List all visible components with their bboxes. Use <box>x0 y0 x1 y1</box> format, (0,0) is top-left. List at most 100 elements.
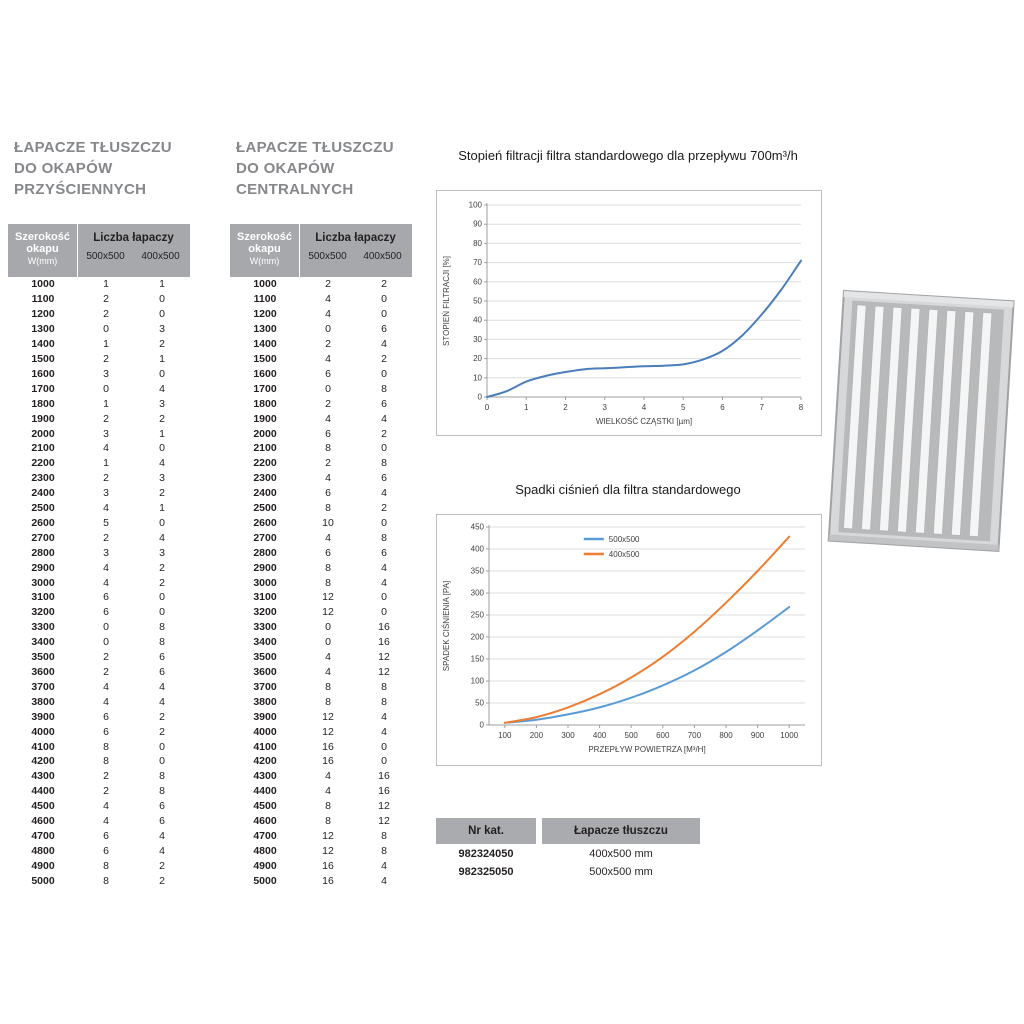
count-500x500: 4 <box>325 472 331 485</box>
svg-text:WIELKOŚĆ CZĄSTKI [µm]: WIELKOŚĆ CZĄSTKI [µm] <box>596 417 692 426</box>
count-500x500: 4 <box>103 502 109 515</box>
count-400x500: 0 <box>381 591 387 604</box>
svg-text:700: 700 <box>688 731 702 740</box>
table-row: 1300 0 6 <box>230 322 412 337</box>
pressure-chart-title: Spadki ciśnień dla filtra standardowego <box>515 482 741 497</box>
table-header: Szerokość okapu W(mm) Liczba łapaczy 500… <box>230 224 412 277</box>
count-400x500: 12 <box>378 651 390 664</box>
count-400x500: 4 <box>381 725 387 738</box>
table-row: 2200 1 4 <box>8 456 190 471</box>
count-400x500: 2 <box>381 427 387 440</box>
width-value: 3700 <box>253 680 277 693</box>
count-400x500: 2 <box>159 710 165 723</box>
svg-text:350: 350 <box>471 567 485 576</box>
count-500x500: 1 <box>103 397 109 410</box>
width-value: 3000 <box>31 576 55 589</box>
table-row: 2700 2 4 <box>8 530 190 545</box>
count-500x500: 8 <box>103 740 109 753</box>
count-500x500: 4 <box>103 815 109 828</box>
table-body: 1000 1 1 1100 2 0 1200 2 0 1300 0 3 1400 1 2 1500 2 1 1600… <box>8 277 190 888</box>
count-400x500: 16 <box>378 770 390 783</box>
width-value: 1900 <box>253 412 277 425</box>
width-value: 4300 <box>31 770 55 783</box>
table-row: 3000 8 4 <box>230 575 412 590</box>
width-value: 4800 <box>253 844 277 857</box>
count-500x500: 0 <box>103 636 109 649</box>
svg-text:1: 1 <box>524 403 529 412</box>
count-500x500: 2 <box>103 352 109 365</box>
grease-filter-photo <box>827 289 1015 552</box>
table-row: 1700 0 8 <box>230 381 412 396</box>
table-row: 2400 6 4 <box>230 486 412 501</box>
count-500x500: 2 <box>325 397 331 410</box>
table-row: 1100 2 0 <box>8 292 190 307</box>
filtration-chart-title: Stopień filtracji filtra standardowego d… <box>458 148 798 163</box>
count-400x500: 2 <box>159 576 165 589</box>
svg-text:20: 20 <box>473 354 482 363</box>
width-value: 2900 <box>31 561 55 574</box>
svg-text:0: 0 <box>480 721 485 730</box>
table-row: 3600 4 12 <box>230 665 412 680</box>
width-value: 1700 <box>31 382 55 395</box>
width-value: 1800 <box>253 397 277 410</box>
svg-text:90: 90 <box>473 220 482 229</box>
width-value: 4900 <box>253 859 277 872</box>
count-500x500: 3 <box>103 427 109 440</box>
table-row: 4700 12 8 <box>230 829 412 844</box>
svg-text:450: 450 <box>471 523 485 532</box>
svg-text:4: 4 <box>642 403 647 412</box>
count-500x500: 0 <box>325 323 331 336</box>
count-500x500: 12 <box>322 844 334 857</box>
catalog-row: 982324050 400x500 mm <box>436 845 700 862</box>
svg-text:250: 250 <box>471 611 485 620</box>
catalog-table-header: Nr kat. Łapacze tłuszczu <box>436 818 700 844</box>
count-500x500: 8 <box>325 576 331 589</box>
width-value: 3800 <box>253 695 277 708</box>
width-value: 2200 <box>31 457 55 470</box>
count-500x500: 2 <box>325 278 331 291</box>
catalog-number: 982325050 <box>458 865 514 878</box>
width-value: 4100 <box>31 740 55 753</box>
width-value: 2600 <box>31 516 55 529</box>
count-400x500: 4 <box>381 859 387 872</box>
width-value: 3300 <box>253 621 277 634</box>
width-value: 3600 <box>31 666 55 679</box>
width-value: 2300 <box>31 472 55 485</box>
table-row: 3700 8 8 <box>230 679 412 694</box>
table-row: 3800 8 8 <box>230 694 412 709</box>
width-value: 1600 <box>31 367 55 380</box>
width-value: 4500 <box>253 800 277 813</box>
count-500x500: 4 <box>103 680 109 693</box>
count-400x500: 8 <box>159 785 165 798</box>
count-500x500: 12 <box>322 829 334 842</box>
width-value: 5000 <box>31 874 55 887</box>
count-400x500: 0 <box>159 606 165 619</box>
count-400x500: 0 <box>159 740 165 753</box>
table-row: 4500 8 12 <box>230 799 412 814</box>
count-400x500: 2 <box>159 725 165 738</box>
svg-text:70: 70 <box>473 258 482 267</box>
svg-text:6: 6 <box>720 403 725 412</box>
count-500x500: 4 <box>325 308 331 321</box>
table-row: 1400 2 4 <box>230 337 412 352</box>
central-hoods-title-line2: DO OKAPÓW <box>236 160 335 177</box>
pressure-chart-frame: 0 50 100 150 200 250 300 350 400 450 100 200 300 400 5… <box>436 514 822 766</box>
count-400x500: 8 <box>381 531 387 544</box>
count-500x500: 8 <box>325 502 331 515</box>
count-400x500: 8 <box>381 457 387 470</box>
table-row: 2300 4 6 <box>230 471 412 486</box>
count-400x500: 3 <box>159 546 165 559</box>
table-row: 4400 4 16 <box>230 784 412 799</box>
count-500x500: 0 <box>325 382 331 395</box>
count-500x500: 12 <box>322 591 334 604</box>
count-400x500: 8 <box>381 382 387 395</box>
width-value: 2300 <box>253 472 277 485</box>
width-value: 4300 <box>253 770 277 783</box>
count-400x500: 0 <box>381 755 387 768</box>
count-500x500: 3 <box>103 367 109 380</box>
svg-text:100: 100 <box>469 201 483 210</box>
count-500x500: 6 <box>325 487 331 500</box>
table-row: 1800 2 6 <box>230 396 412 411</box>
count-400x500: 6 <box>381 472 387 485</box>
count-400x500: 0 <box>381 740 387 753</box>
